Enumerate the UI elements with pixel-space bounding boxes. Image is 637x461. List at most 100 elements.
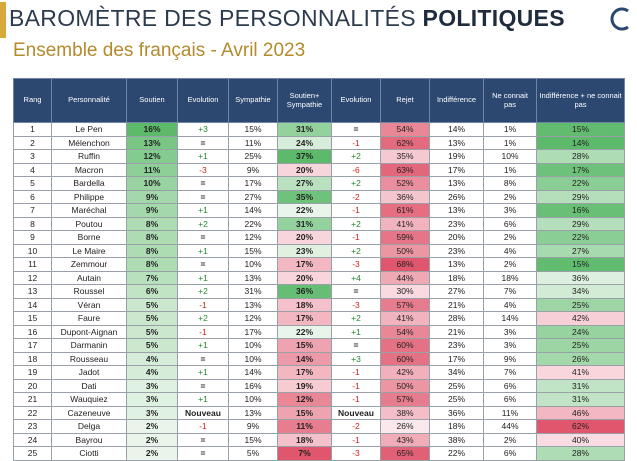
table-cell: 10% <box>228 338 278 353</box>
table-cell: 7 <box>13 203 52 218</box>
table-cell: 21 <box>13 392 52 407</box>
column-header: Indifférence + ne connait pas <box>536 78 625 123</box>
table-cell: 16% <box>228 378 278 393</box>
table-cell: +1 <box>177 270 229 285</box>
table-cell: 13% <box>429 257 484 272</box>
table-cell: Nouveau <box>177 405 229 420</box>
table-cell: 15% <box>536 122 625 137</box>
subtitle: Ensemble des français - Avril 2023 <box>13 40 306 61</box>
table-row: 11 Zemmour 8% = 10% 17% -3 68% 13% 2% 15% <box>13 257 625 272</box>
table-row: 18 Rousseau 4% = 10% 14% +3 60% 17% 9% 26% <box>13 351 625 366</box>
table-cell: 38% <box>380 405 430 420</box>
table-cell: 12% <box>228 230 278 245</box>
table-row: 9 Borne 8% = 12% 20% -1 59% 20% 2% 22% <box>13 230 625 245</box>
table-cell: 14% <box>228 203 278 218</box>
table-cell: Ruffin <box>51 149 127 164</box>
table-cell: 20% <box>277 162 332 177</box>
table-cell: Borne <box>51 230 127 245</box>
table-row: 1 Le Pen 16% +3 15% 31% = 54% 14% 1% 15% <box>13 122 625 137</box>
table-cell: 13% <box>126 135 178 150</box>
table-row: 4 Macron 11% -3 9% 20% -6 63% 17% 1% 17% <box>13 162 625 177</box>
table-row: 7 Maréchal 9% +1 14% 22% -1 61% 13% 3% 16% <box>13 203 625 218</box>
table-cell: Zemmour <box>51 257 127 272</box>
barometer-table: Rang Personnalité Soutien Evolution Sympathi… <box>13 78 625 461</box>
table-cell: 1% <box>483 162 537 177</box>
table-cell: 22% <box>228 216 278 231</box>
table-cell: 23% <box>429 243 484 258</box>
table-cell: +1 <box>177 338 229 353</box>
table-cell: +1 <box>177 392 229 407</box>
table-cell: 27% <box>277 176 332 191</box>
table-cell: 9% <box>228 162 278 177</box>
table-cell: 28% <box>536 446 625 461</box>
table-cell: -3 <box>331 297 381 312</box>
table-cell: 6% <box>483 446 537 461</box>
table-cell: 17% <box>277 365 332 380</box>
table-cell: +1 <box>177 243 229 258</box>
table-cell: Darmanin <box>51 338 127 353</box>
table-cell: 63% <box>380 162 430 177</box>
table-cell: Poutou <box>51 216 127 231</box>
table-cell: 16% <box>536 203 625 218</box>
table-cell: 8 <box>13 216 52 231</box>
table-cell: -2 <box>331 419 381 434</box>
table-cell: 20 <box>13 378 52 393</box>
table-cell: 10% <box>228 351 278 366</box>
table-cell: 65% <box>380 446 430 461</box>
table-cell: 25% <box>228 149 278 164</box>
table-row: 21 Wauquiez 3% +1 10% 12% -1 57% 25% 6% 31% <box>13 392 625 407</box>
table-cell: +2 <box>331 216 381 231</box>
table-cell: 20% <box>277 270 332 285</box>
table-cell: 17% <box>536 162 625 177</box>
table-row: 13 Roussel 6% +2 31% 36% = 30% 27% 7% 34% <box>13 284 625 299</box>
table-cell: 28% <box>536 149 625 164</box>
table-cell: 41% <box>536 365 625 380</box>
table-cell: 10% <box>126 176 178 191</box>
table-cell: -1 <box>331 230 381 245</box>
table-cell: 6% <box>126 284 178 299</box>
table-row: 3 Ruffin 12% +1 25% 37% +2 35% 19% 10% 28% <box>13 149 625 164</box>
table-cell: 10% <box>228 392 278 407</box>
table-cell: 38% <box>429 432 484 447</box>
table-cell: 15 <box>13 311 52 326</box>
table-cell: 4% <box>483 297 537 312</box>
table-row: 25 Ciotti 2% = 5% 7% -3 65% 22% 6% 28% <box>13 446 625 461</box>
table-cell: 24% <box>277 135 332 150</box>
table-cell: = <box>177 351 229 366</box>
table-cell: 44% <box>483 419 537 434</box>
table-cell: 8% <box>126 257 178 272</box>
table-cell: 14 <box>13 297 52 312</box>
table-cell: 15% <box>228 122 278 137</box>
table-cell: 24% <box>536 324 625 339</box>
table-row: 24 Bayrou 2% = 15% 18% -1 43% 38% 2% 40% <box>13 432 625 447</box>
table-cell: +2 <box>177 311 229 326</box>
table-cell: +1 <box>177 149 229 164</box>
table-cell: 13% <box>429 135 484 150</box>
page-title: BAROMÈTRE DES PERSONNALITÉS POLITIQUES <box>9 5 565 32</box>
table-row: 15 Faure 5% +2 12% 17% +2 41% 28% 14% 42% <box>13 311 625 326</box>
table-cell: 13% <box>228 405 278 420</box>
table-cell: 28% <box>429 311 484 326</box>
table-cell: 2% <box>483 230 537 245</box>
table-cell: 9% <box>126 189 178 204</box>
column-header: Rejet <box>380 78 430 123</box>
table-row: 10 Le Maire 8% +1 15% 23% +2 50% 23% 4% 27% <box>13 243 625 258</box>
table-cell: 34% <box>429 365 484 380</box>
table-cell: 20% <box>277 230 332 245</box>
table-cell: 23% <box>277 243 332 258</box>
table-cell: 7% <box>483 365 537 380</box>
table-cell: 61% <box>380 203 430 218</box>
table-cell: 57% <box>380 297 430 312</box>
table-cell: 22 <box>13 405 52 420</box>
table-cell: 31% <box>277 216 332 231</box>
table-cell: -1 <box>177 324 229 339</box>
table-cell: -1 <box>331 135 381 150</box>
table-cell: 37% <box>277 149 332 164</box>
table-cell: 17% <box>277 257 332 272</box>
table-cell: = <box>177 189 229 204</box>
table-cell: 41% <box>380 216 430 231</box>
column-header: Soutien+ Sympathie <box>277 78 332 123</box>
header: BAROMÈTRE DES PERSONNALITÉS POLITIQUES E… <box>0 0 637 72</box>
table-cell: Philippe <box>51 189 127 204</box>
table-cell: -1 <box>331 378 381 393</box>
